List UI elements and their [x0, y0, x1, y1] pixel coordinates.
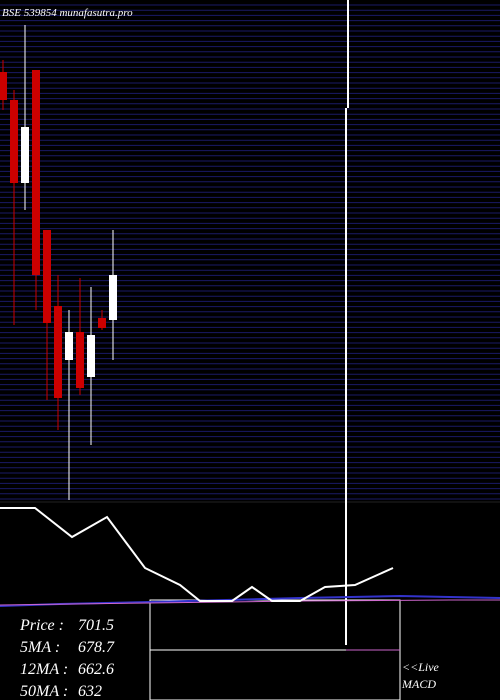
candle-body [76, 332, 84, 388]
candle-body [21, 127, 29, 183]
candle-body [43, 230, 51, 323]
chart-title: BSE 539854 munafasutra.pro [2, 7, 133, 19]
candle-body [0, 72, 7, 100]
candle-body [10, 100, 18, 183]
indicator-line [0, 507, 394, 602]
info-value: 701.5 [78, 617, 114, 634]
info-label: 50MA : [20, 683, 68, 700]
candle-body [87, 335, 95, 377]
candle-body [54, 306, 62, 398]
note: <<Live [402, 660, 440, 674]
grid [0, 4, 500, 503]
info-label: 12MA : [20, 661, 68, 678]
candle-body [98, 318, 106, 328]
info-value: 662.6 [78, 661, 114, 678]
candle-body [109, 275, 117, 320]
info-label: 5MA : [20, 639, 60, 656]
info-label: Price : [19, 617, 64, 634]
candle-body [32, 70, 40, 275]
info-value: 678.7 [78, 639, 115, 656]
info-value: 632 [78, 683, 102, 700]
note: MACD [401, 677, 436, 691]
candle-body [65, 332, 73, 360]
